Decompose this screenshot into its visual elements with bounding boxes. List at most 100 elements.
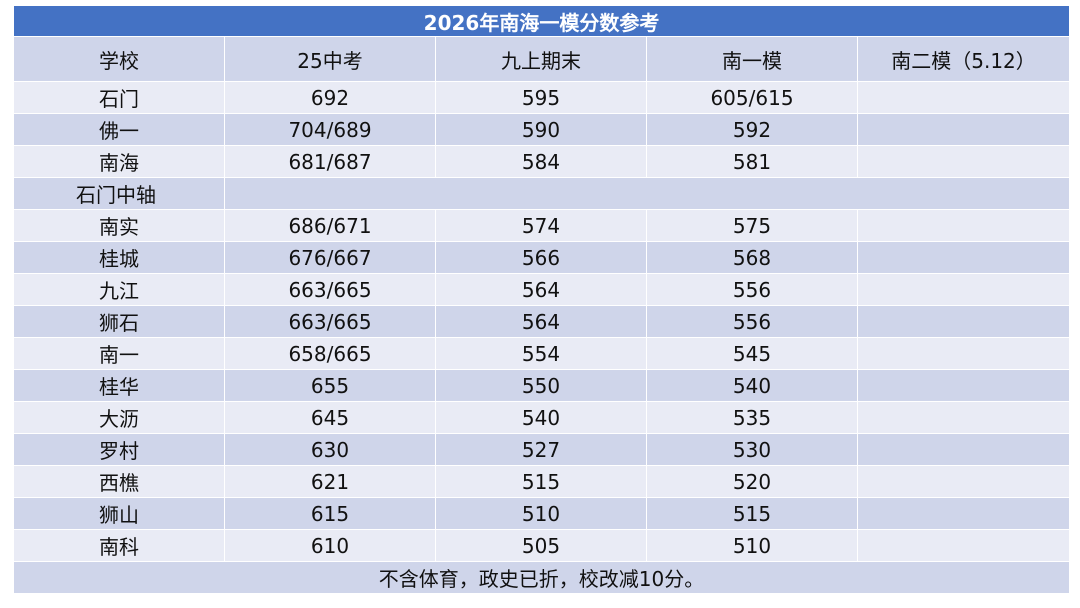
cell-school: 桂城	[13, 241, 225, 274]
table-row: 狮山 615 510 515	[13, 497, 1071, 530]
cell-qimo: 527	[435, 433, 647, 466]
cell-zhongkao: 681/687	[224, 145, 436, 178]
table-row: 桂城 676/667 566 568	[13, 241, 1071, 274]
cell-zhongkao: 686/671	[224, 209, 436, 242]
header-school: 学校	[13, 36, 225, 82]
cell-ermo	[856, 401, 1071, 434]
footer-row: 不含体育，政史已折，校改减10分。	[12, 561, 1071, 594]
table-row: 佛一 704/689 590 592	[13, 113, 1071, 146]
table-row: 桂华 655 550 540	[13, 369, 1071, 402]
cell-school: 佛一	[13, 113, 225, 146]
cell-yimo: 515	[646, 497, 858, 530]
cell-zhongkao: 676/667	[224, 241, 436, 274]
footer-note: 不含体育，政史已折，校改减10分。	[12, 561, 1071, 594]
cell-qimo: 505	[435, 529, 647, 562]
cell-ermo	[856, 305, 1071, 338]
cell-zhongkao: 630	[224, 433, 436, 466]
cell-zhongkao: 704/689	[224, 113, 436, 146]
cell-zhongkao: 615	[224, 497, 436, 530]
cell-school: 南实	[13, 209, 225, 242]
cell-yimo: 545	[646, 337, 858, 370]
cell-yimo: 605/615	[646, 81, 858, 114]
cell-zhongkao: 610	[224, 529, 436, 562]
cell-yimo: 592	[646, 113, 858, 146]
cell-qimo: 584	[435, 145, 647, 178]
cell-qimo: 564	[435, 305, 647, 338]
cell-qimo: 550	[435, 369, 647, 402]
cell-ermo	[856, 241, 1071, 274]
table-row: 罗村 630 527 530	[13, 433, 1071, 466]
cell-yimo: 581	[646, 145, 858, 178]
cell-zhongkao: 692	[224, 81, 436, 114]
cell-ermo	[856, 113, 1071, 146]
cell-qimo: 566	[435, 241, 647, 274]
cell-school: 南科	[13, 529, 225, 562]
cell-yimo: 556	[646, 273, 858, 306]
table-body-bottom: 南实 686/671 574 575 桂城 676/667 566 568 九江 663/665 5…	[13, 209, 1071, 562]
cell-qimo: 574	[435, 209, 647, 242]
cell-qimo: 510	[435, 497, 647, 530]
table-title-row: 2026年南海一模分数参考	[12, 5, 1071, 37]
table-row: 石门 692 595 605/615	[13, 81, 1071, 114]
cell-ermo	[856, 465, 1071, 498]
score-table-container: 2026年南海一模分数参考 学校 25中考 九上期末 南一模 南二模（5.12）…	[12, 5, 1071, 594]
cell-yimo: 568	[646, 241, 858, 274]
cell-yimo: 510	[646, 529, 858, 562]
cell-yimo: 520	[646, 465, 858, 498]
cell-school: 桂华	[13, 369, 225, 402]
header-qimo: 九上期末	[435, 36, 647, 82]
cell-yimo: 575	[646, 209, 858, 242]
header-zhongkao: 25中考	[224, 36, 436, 82]
table-row: 九江 663/665 564 556	[13, 273, 1071, 306]
cell-ermo	[856, 369, 1071, 402]
table-row: 南实 686/671 574 575	[13, 209, 1071, 242]
cell-school: 罗村	[13, 433, 225, 466]
cell-yimo: 556	[646, 305, 858, 338]
table-title: 2026年南海一模分数参考	[12, 5, 1071, 37]
cell-ermo	[856, 529, 1071, 562]
cell-qimo: 540	[435, 401, 647, 434]
table-row: 南科 610 505 510	[13, 529, 1071, 562]
header-ermo: 南二模（5.12）	[856, 36, 1071, 82]
cell-zhongkao: 621	[224, 465, 436, 498]
cell-qimo: 554	[435, 337, 647, 370]
table-row: 狮石 663/665 564 556	[13, 305, 1071, 338]
table-row: 南一 658/665 554 545	[13, 337, 1071, 370]
cell-school: 大沥	[13, 401, 225, 434]
cell-ermo	[856, 433, 1071, 466]
score-table: 2026年南海一模分数参考 学校 25中考 九上期末 南一模 南二模（5.12）…	[12, 5, 1071, 594]
cell-yimo: 530	[646, 433, 858, 466]
section-label: 石门中轴	[13, 177, 225, 210]
section-row: 石门中轴	[13, 177, 1071, 210]
section-empty-cell	[223, 177, 1071, 210]
cell-qimo: 590	[435, 113, 647, 146]
cell-qimo: 515	[435, 465, 647, 498]
cell-zhongkao: 663/665	[224, 305, 436, 338]
cell-ermo	[856, 209, 1071, 242]
cell-ermo	[856, 145, 1071, 178]
table-row: 南海 681/687 584 581	[13, 145, 1071, 178]
cell-qimo: 595	[435, 81, 647, 114]
cell-yimo: 540	[646, 369, 858, 402]
column-header-row: 学校 25中考 九上期末 南一模 南二模（5.12）	[13, 36, 1071, 82]
cell-qimo: 564	[435, 273, 647, 306]
cell-ermo	[856, 337, 1071, 370]
cell-zhongkao: 645	[224, 401, 436, 434]
cell-ermo	[856, 497, 1071, 530]
cell-school: 狮山	[13, 497, 225, 530]
cell-school: 南海	[13, 145, 225, 178]
table-row: 大沥 645 540 535	[13, 401, 1071, 434]
cell-zhongkao: 663/665	[224, 273, 436, 306]
table-section: 石门中轴	[13, 177, 1071, 210]
cell-school: 西樵	[13, 465, 225, 498]
cell-school: 九江	[13, 273, 225, 306]
cell-ermo	[856, 273, 1071, 306]
cell-school: 狮石	[13, 305, 225, 338]
cell-zhongkao: 658/665	[224, 337, 436, 370]
header-yimo: 南一模	[646, 36, 858, 82]
cell-ermo	[856, 81, 1071, 114]
cell-school: 南一	[13, 337, 225, 370]
cell-zhongkao: 655	[224, 369, 436, 402]
cell-yimo: 535	[646, 401, 858, 434]
cell-school: 石门	[13, 81, 225, 114]
